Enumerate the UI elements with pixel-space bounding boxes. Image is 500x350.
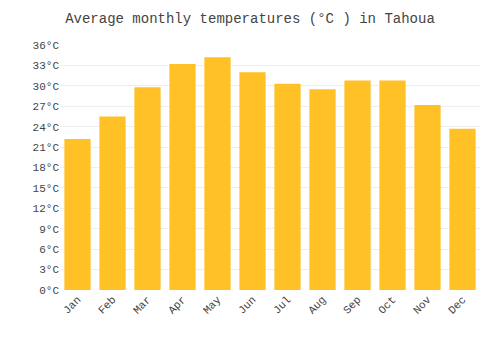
svg-text:6°C: 6°C	[39, 244, 59, 256]
svg-text:30°C: 30°C	[33, 81, 60, 93]
svg-text:Sep: Sep	[341, 294, 363, 316]
svg-text:Mar: Mar	[131, 294, 153, 316]
svg-text:Nov: Nov	[411, 294, 434, 317]
svg-text:9°C: 9°C	[39, 224, 59, 236]
svg-text:27°C: 27°C	[33, 101, 60, 113]
svg-text:12°C: 12°C	[33, 203, 60, 215]
svg-text:Jun: Jun	[236, 294, 258, 316]
svg-text:Dec: Dec	[446, 294, 468, 316]
svg-text:18°C: 18°C	[33, 162, 60, 174]
svg-text:May: May	[201, 294, 224, 317]
svg-text:21°C: 21°C	[33, 142, 60, 154]
svg-text:Aug: Aug	[306, 294, 328, 316]
svg-text:Average monthly temperatures (: Average monthly temperatures (°C ) in Ta…	[65, 11, 435, 27]
svg-text:Jan: Jan	[61, 294, 83, 316]
svg-text:3°C: 3°C	[39, 264, 59, 276]
svg-text:24°C: 24°C	[33, 122, 60, 134]
svg-text:Jul: Jul	[271, 294, 293, 316]
svg-text:0°C: 0°C	[39, 285, 59, 297]
svg-text:Oct: Oct	[376, 294, 398, 316]
svg-text:Apr: Apr	[166, 294, 188, 316]
svg-text:33°C: 33°C	[33, 60, 60, 72]
svg-text:Feb: Feb	[96, 294, 118, 316]
svg-text:36°C: 36°C	[33, 40, 60, 52]
svg-text:15°C: 15°C	[33, 183, 60, 195]
